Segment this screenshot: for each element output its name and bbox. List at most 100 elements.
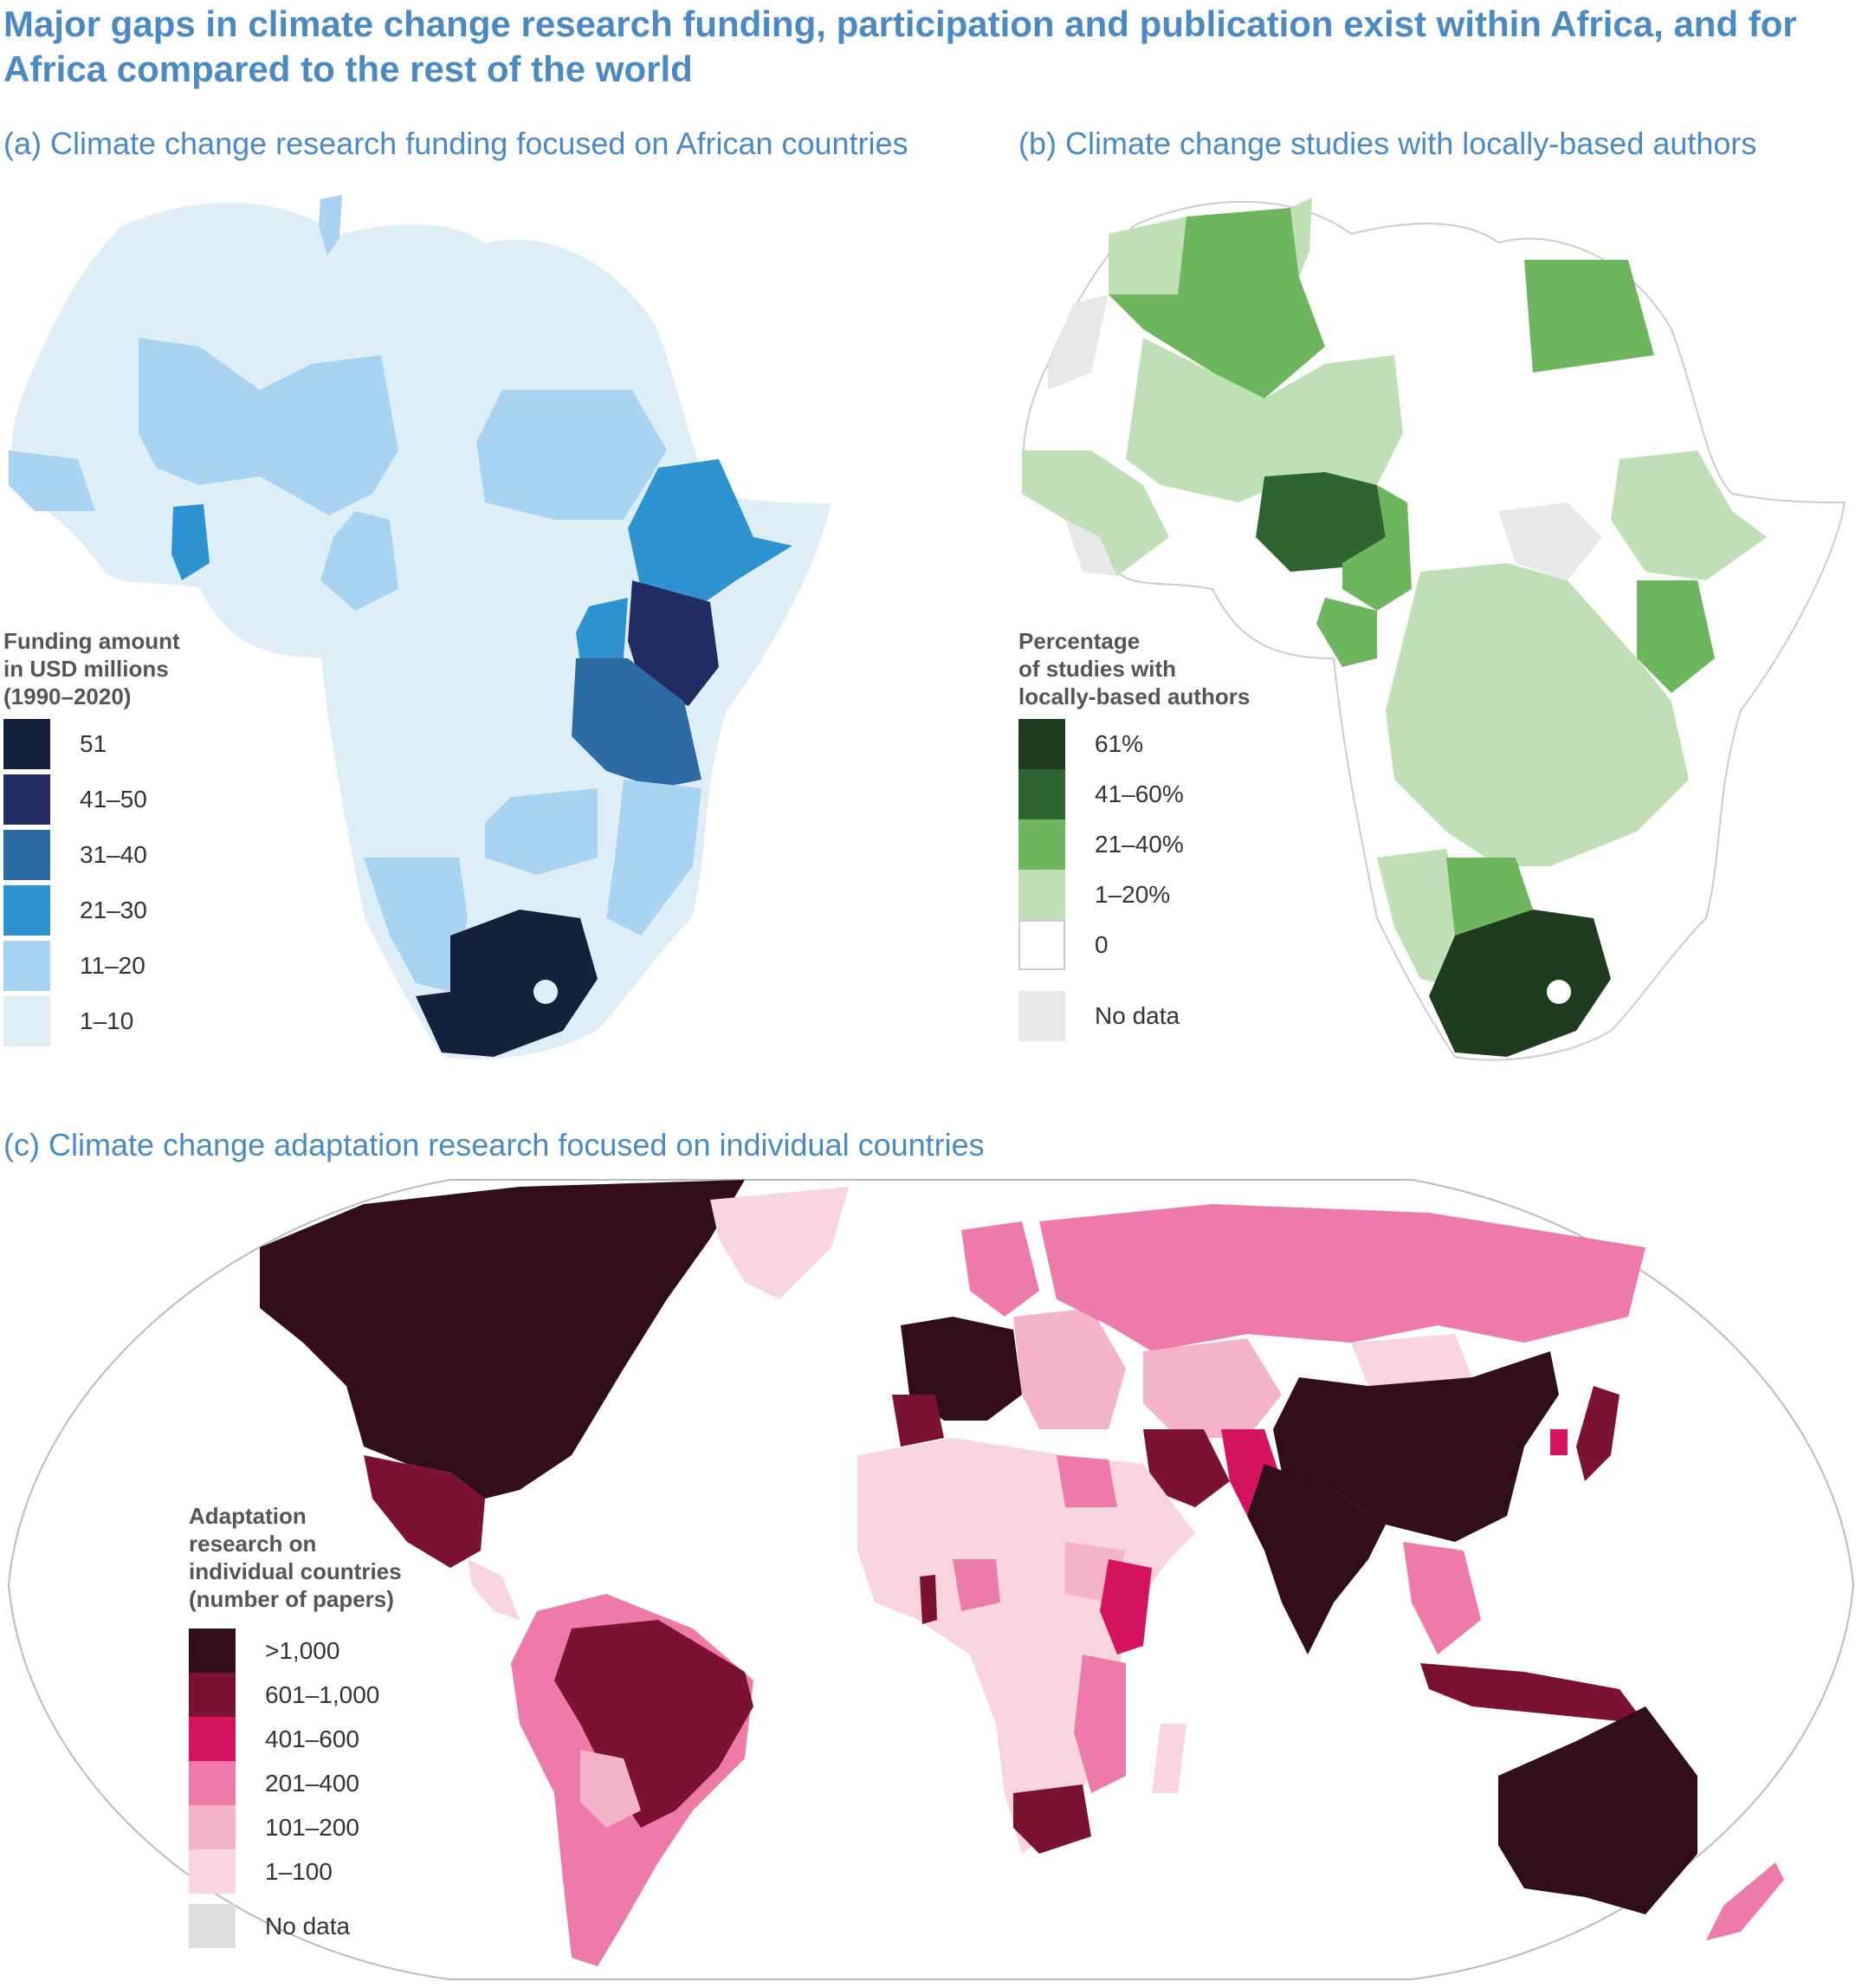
greenland-region [710, 1187, 849, 1299]
lesotho-region [1547, 980, 1571, 1004]
legend-swatch [189, 1904, 236, 1948]
legend-swatch [3, 719, 50, 769]
legend-row: 401–600 [189, 1717, 402, 1761]
lesotho-region [533, 980, 558, 1004]
panel-a-legend-title: Funding amount in USD millions (1990–202… [3, 628, 180, 709]
kenya-region [1637, 580, 1715, 693]
legend-label: 41–50 [80, 786, 147, 813]
uganda-region [576, 598, 628, 663]
legend-label: 51 [80, 730, 107, 757]
australia-region [1498, 1706, 1697, 1914]
legend-row: 21–30 [3, 885, 180, 936]
panel-c-legend-title: Adaptation research on individual countr… [189, 1503, 402, 1612]
nigeria-region [1256, 472, 1386, 572]
legend-row: 61% [1018, 719, 1250, 769]
scandinavia-region [961, 1221, 1039, 1317]
panel-a-legend: Funding amount in USD millions (1990–202… [3, 627, 180, 1046]
cameroon-region [320, 511, 398, 611]
world-adaptation-map [7, 1179, 1855, 1980]
tanzania-region [572, 658, 701, 788]
legend-row: 31–40 [3, 830, 180, 880]
legend-label: 21–40% [1095, 831, 1184, 858]
ghana-region [920, 1575, 937, 1624]
south-africa-region [416, 910, 598, 1057]
legend-swatch [1018, 920, 1065, 970]
new-zealand-region [1706, 1862, 1784, 1940]
legend-label: 401–600 [265, 1725, 360, 1752]
legend-swatch [1018, 819, 1065, 870]
legend-swatch [1018, 769, 1065, 819]
africa-funding-map [9, 195, 833, 1061]
legend-row: 1–10 [3, 996, 180, 1046]
legend-label: 11–20 [80, 952, 145, 979]
panel-c-legend: Adaptation research on individual countr… [189, 1502, 402, 1948]
china-region [1273, 1351, 1559, 1542]
legend-label: No data [1095, 1002, 1180, 1029]
legend-swatch [189, 1717, 236, 1761]
tunisia-region [319, 195, 342, 256]
legend-swatch [189, 1849, 236, 1894]
kenya-region [1100, 1559, 1152, 1655]
gabon-congo-region [1316, 598, 1377, 667]
legend-swatch [3, 941, 50, 991]
legend-label: 601–1,000 [265, 1680, 380, 1708]
namibia-region [364, 858, 468, 992]
algeria-region [1109, 208, 1325, 398]
legend-label: 201–400 [265, 1769, 360, 1797]
central-america-region [468, 1559, 520, 1620]
botswana-region [1446, 858, 1533, 936]
east-africa-region [1074, 1655, 1126, 1793]
ethiopia-region [1611, 450, 1767, 580]
legend-label: >1,000 [265, 1636, 340, 1664]
legend-row: 51 [3, 719, 180, 769]
ethiopia-region [628, 459, 792, 611]
iberia-region [892, 1395, 944, 1447]
legend-swatch [189, 1761, 236, 1805]
namibia-region [1377, 849, 1464, 988]
legend-swatch [1018, 719, 1065, 769]
indonesia-region [1420, 1663, 1645, 1724]
panel-b-legend: Percentage of studies with locally-based… [1018, 627, 1250, 1041]
legend-row: 21–40% [1018, 819, 1250, 870]
legend-row: 41–50 [3, 774, 180, 825]
legend-row: 1–100 [189, 1849, 402, 1894]
legend-row: 11–20 [3, 941, 180, 991]
legend-swatch [189, 1629, 236, 1673]
tunisia-region [1290, 198, 1312, 277]
mongolia-region [1351, 1334, 1472, 1386]
figure-title: Major gaps in climate change research fu… [3, 3, 1797, 89]
legend-swatch [3, 996, 50, 1046]
bolivia-region [580, 1750, 641, 1828]
nigeria-region [953, 1559, 1000, 1611]
south-sudan-region [1498, 502, 1602, 580]
iran-region [1143, 1429, 1230, 1507]
west-coast-region [1022, 450, 1169, 576]
south-africa-region [1429, 910, 1611, 1057]
legend-row: 101–200 [189, 1805, 402, 1849]
legend-label: 21–30 [80, 897, 147, 923]
mozambique-region [606, 780, 701, 936]
eastern-europe-region [1013, 1308, 1126, 1429]
legend-swatch [1018, 991, 1065, 1041]
north-america-region [260, 1180, 745, 1499]
sahel-region [1126, 338, 1403, 502]
egypt-region [1524, 260, 1654, 372]
legend-row: 41–60% [1018, 769, 1250, 819]
cameroon-region [1342, 485, 1412, 611]
legend-label: 41–60% [1095, 780, 1184, 807]
legend-swatch [3, 774, 50, 825]
sudan-region [476, 390, 667, 520]
senegal-region [9, 450, 95, 511]
kenya-region [628, 580, 719, 706]
mali-niger-region [139, 338, 398, 515]
legend-row: >1,000 [189, 1629, 402, 1673]
russia-region [1039, 1204, 1645, 1351]
india-region [1247, 1464, 1386, 1655]
south-africa-region [1013, 1784, 1091, 1854]
panel-c-subtitle: (c) Climate change adaptation research f… [3, 1127, 985, 1162]
legend-row: No data [1018, 991, 1250, 1041]
legend-swatch [189, 1805, 236, 1849]
korea-region [1550, 1429, 1568, 1455]
africa-local-authors-map [1022, 198, 1846, 1061]
legend-label: 1–100 [265, 1857, 333, 1885]
